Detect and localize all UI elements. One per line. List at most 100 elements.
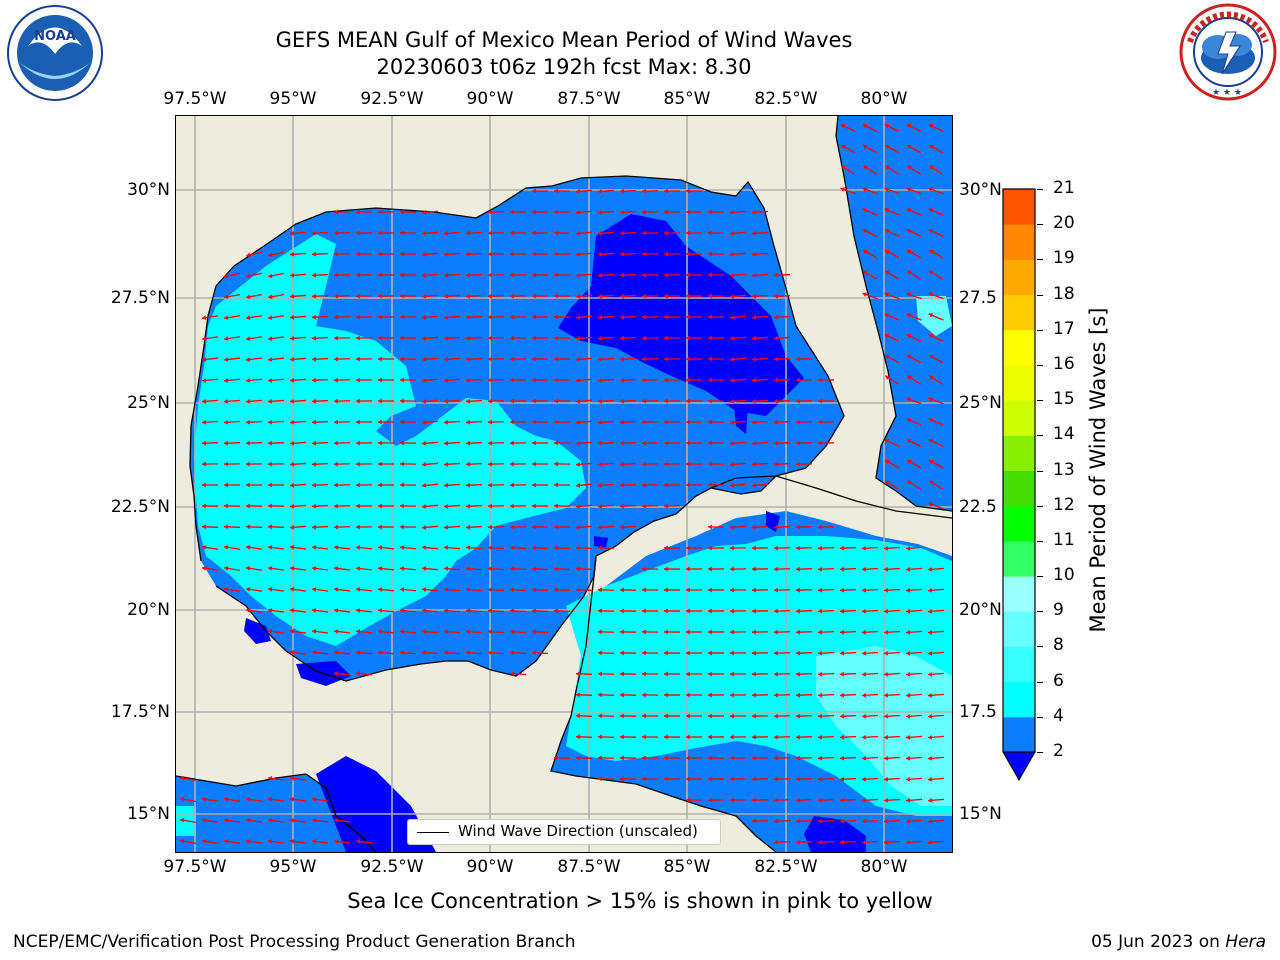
wave-arrow-head xyxy=(928,629,933,635)
wave-arrow-head xyxy=(400,503,404,509)
wave-arrow-head xyxy=(796,461,800,467)
wave-arrow-head xyxy=(532,398,536,404)
wave-arrow-head xyxy=(929,165,934,170)
wave-arrow-head xyxy=(664,398,668,404)
colorbar-tick xyxy=(1037,576,1043,578)
wave-arrow-head xyxy=(840,545,844,551)
wave-arrow-head xyxy=(422,545,427,551)
wave-arrow-head xyxy=(356,839,361,844)
wave-arrow-head xyxy=(906,228,912,234)
wave-arrow-head xyxy=(246,482,250,488)
wind-wave-arrows xyxy=(180,123,945,845)
wave-arrow-head xyxy=(862,587,866,593)
wave-arrow-head xyxy=(400,398,404,404)
wave-arrow-head xyxy=(620,776,624,782)
colorbar-tick xyxy=(1037,681,1043,683)
wave-arrow-head xyxy=(268,273,273,279)
wave-arrow-head xyxy=(466,503,470,509)
wave-arrow-head xyxy=(334,251,338,257)
wave-arrow-head xyxy=(862,671,866,677)
wave-arrow-head xyxy=(929,270,934,275)
nws-logo: ★ ★ ★ xyxy=(1178,2,1278,102)
wave-arrow-head xyxy=(532,377,536,383)
lon-label-top: 90°W xyxy=(466,89,514,109)
wave-arrow-head xyxy=(620,440,624,446)
wave-arrow-head xyxy=(532,608,536,614)
wave-arrow-head xyxy=(246,607,251,613)
colorbar-segment xyxy=(1003,259,1035,296)
wave-arrow-head xyxy=(576,566,580,572)
wave-arrow-head xyxy=(752,734,756,740)
wave-arrow-head xyxy=(884,608,888,614)
wave-arrow-head xyxy=(312,524,316,530)
wave-arrow-head xyxy=(774,650,778,656)
wave-arrow-head xyxy=(290,587,295,592)
wave-arrow-head xyxy=(334,503,338,509)
wave-arrow-head xyxy=(532,482,536,488)
wave-arrow-head xyxy=(664,713,668,719)
wave-arrow-head xyxy=(884,123,890,129)
wave-arrow-head xyxy=(752,272,756,278)
wave-arrow-head xyxy=(554,272,558,278)
wave-arrow-head xyxy=(444,587,449,593)
wave-arrow-head xyxy=(356,398,360,404)
wave-arrow-head xyxy=(488,440,492,446)
wave-arrow-head xyxy=(466,293,470,299)
wave-arrow-head xyxy=(510,566,514,572)
wave-arrow-head xyxy=(422,440,427,446)
wave-arrow-head xyxy=(686,650,690,656)
wave-arrow-head xyxy=(708,671,712,677)
wave-arrow-head xyxy=(576,734,580,740)
wave-arrow-head xyxy=(818,692,822,698)
wave-arrow-head xyxy=(620,650,624,656)
wave-arrow-head xyxy=(906,755,910,761)
wave-arrow-head xyxy=(884,333,890,339)
wave-arrow-head xyxy=(686,776,690,782)
wave-arrow-head xyxy=(752,629,756,635)
wave-arrow-head xyxy=(730,566,734,572)
wave-arrow-head xyxy=(378,419,382,425)
wave-arrow-head xyxy=(686,797,690,803)
wave-arrow-head xyxy=(598,356,602,362)
wave-arrow-head xyxy=(774,734,778,740)
wave-arrow-head xyxy=(906,292,911,297)
colorbar-tick xyxy=(1037,329,1043,331)
wave-arrow-head xyxy=(290,629,295,634)
wave-arrow-head xyxy=(312,293,316,299)
wave-arrow-head xyxy=(664,377,668,383)
wave-arrow-head xyxy=(774,314,778,320)
wave-arrow-head xyxy=(774,629,778,635)
wave-arrow-head xyxy=(664,503,668,509)
wave-arrow-head xyxy=(730,293,735,299)
wave-arrow-head xyxy=(686,314,690,320)
wave-arrow-head xyxy=(422,461,427,467)
wave-arrow-head xyxy=(664,755,668,761)
wave-arrow-head xyxy=(774,356,778,362)
wave-arrow-head xyxy=(356,587,361,592)
wave-arrow-head xyxy=(642,503,646,509)
wave-arrow-head xyxy=(510,461,514,467)
wave-arrow-head xyxy=(268,839,273,844)
wave-arrow-head xyxy=(906,566,910,572)
lon-label-bottom: 85°W xyxy=(663,857,711,877)
wave-arrow-head xyxy=(928,438,934,444)
wave-arrow-head xyxy=(422,356,427,362)
wave-arrow-head xyxy=(554,566,558,572)
wave-arrow-head xyxy=(378,398,382,404)
wave-arrow-head xyxy=(907,459,912,465)
wave-arrow-head xyxy=(928,650,933,656)
wave-arrow-head xyxy=(884,797,888,803)
wave-arrow-head xyxy=(334,335,338,341)
wave-arrow-head xyxy=(488,461,492,467)
wave-arrow-head xyxy=(290,293,294,299)
wave-arrow-head xyxy=(400,608,405,613)
map-panel[interactable] xyxy=(175,115,953,853)
wave-arrow-head xyxy=(268,545,273,550)
wave-arrow-head xyxy=(752,398,756,404)
wave-arrow-head xyxy=(356,482,360,488)
wave-arrow-head xyxy=(444,293,448,299)
wave-arrow-head xyxy=(863,270,868,275)
wave-arrow-head xyxy=(202,503,206,509)
wave-arrow-head xyxy=(444,251,448,257)
wave-arrow-head xyxy=(510,440,514,446)
